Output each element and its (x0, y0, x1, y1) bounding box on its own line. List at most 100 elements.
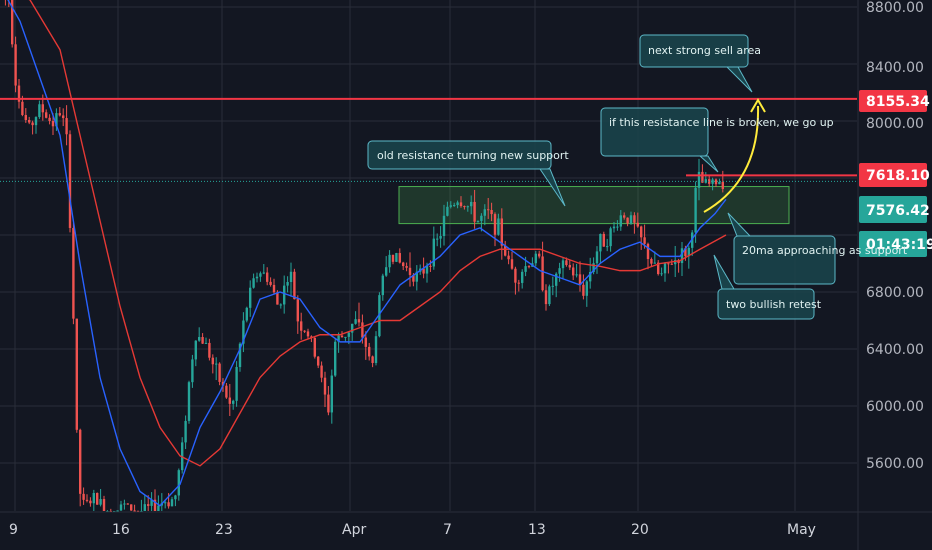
candle-body (493, 214, 497, 235)
last-price-badge (859, 196, 927, 223)
candle-body (612, 226, 616, 229)
note-20ma: 20ma approaching as support (727, 212, 908, 285)
candle-body (697, 171, 701, 188)
candle-body (72, 227, 75, 319)
candle-body (266, 272, 269, 282)
candle-body (572, 267, 575, 276)
candle-body (680, 248, 684, 264)
candle-body (289, 271, 293, 283)
candle-body (378, 295, 381, 337)
candle-body (524, 266, 527, 272)
candle-body (640, 226, 643, 238)
x-tick: 9 (9, 522, 18, 538)
note-next-sell-area: next strong sell area (639, 34, 761, 93)
note-20ma-text: 20ma approaching as support (742, 244, 908, 257)
candle-body (527, 266, 531, 268)
candle-body (476, 220, 480, 222)
candle-body (51, 121, 55, 127)
candle-body (490, 209, 493, 215)
candle-body (334, 341, 337, 376)
candle-body (578, 274, 582, 285)
candle-body (235, 367, 238, 401)
candle-body (313, 337, 316, 357)
horizontal-levels (0, 97, 857, 182)
candle-body (589, 271, 592, 282)
x-axis-panel[interactable]: 9 16 23 Apr 7 13 20 May (0, 511, 932, 538)
candle-body (262, 272, 265, 274)
candle-body (643, 237, 646, 244)
candle-body (170, 499, 174, 507)
candle-body (211, 357, 214, 365)
candle-body (92, 493, 95, 504)
candle-body (279, 304, 282, 306)
candle-body (245, 307, 248, 321)
candle-body (432, 238, 435, 267)
candle-body (14, 44, 17, 86)
candle-body (636, 222, 639, 227)
candle-body (79, 429, 82, 494)
candle-body (684, 248, 687, 257)
candle-body (663, 263, 667, 274)
y-axis-panel[interactable]: 8800.00 8400.00 8000.00 6800.00 6400.00 … (857, 0, 932, 550)
candle-body (480, 215, 483, 221)
candle-body (174, 495, 177, 500)
candle-body (657, 262, 660, 275)
candle-body (412, 274, 415, 282)
candle-body (633, 215, 636, 223)
candle-body (21, 101, 24, 116)
candle-body (45, 112, 48, 118)
candle-body (497, 218, 500, 235)
candle-body (487, 209, 490, 211)
candle-body (466, 206, 469, 208)
candle-body (11, 0, 14, 45)
candles (4, 0, 724, 512)
candle-body (364, 337, 367, 347)
candle-body (544, 290, 548, 305)
candle-body (296, 299, 299, 322)
candle-body (500, 218, 503, 246)
candle-body (164, 502, 167, 504)
candle-body (463, 206, 466, 208)
candle-body (276, 292, 279, 305)
candle-body (157, 505, 160, 511)
candle-body (41, 104, 44, 113)
candle-body (177, 470, 180, 496)
candle-body (415, 271, 418, 282)
candle-body (585, 281, 588, 296)
candle-body (629, 215, 633, 224)
candle-body (398, 253, 401, 263)
candle-body (228, 397, 231, 404)
candle-body (517, 282, 520, 284)
candle-body (548, 286, 551, 305)
candle-body (422, 268, 425, 274)
candle-body (650, 258, 653, 264)
candle-body (225, 385, 228, 398)
candle-body (252, 278, 255, 288)
candle-body (541, 256, 544, 291)
candle-body (99, 499, 102, 505)
arrow-head (750, 98, 766, 113)
candle-body (473, 201, 476, 222)
candle-body (89, 500, 92, 504)
candle-body (667, 263, 670, 265)
candle-body (534, 253, 537, 264)
candle-body (565, 260, 568, 266)
candle-body (555, 273, 558, 286)
x-tick: 13 (528, 522, 546, 538)
candle-body (456, 202, 459, 206)
candle-body (568, 265, 571, 268)
candle-body (85, 499, 89, 501)
candle-body (592, 263, 595, 272)
candle-body (126, 503, 129, 505)
candle-body (575, 274, 578, 276)
candle-body (34, 117, 38, 126)
yellow-arrow (703, 98, 766, 213)
candle-body (514, 268, 517, 283)
y-tick: 6000.00 (866, 399, 924, 415)
candle-body (595, 251, 599, 264)
support-zone-rect (398, 186, 790, 225)
candle-body (388, 254, 391, 268)
candle-body (708, 179, 711, 184)
candle-body (119, 504, 123, 511)
